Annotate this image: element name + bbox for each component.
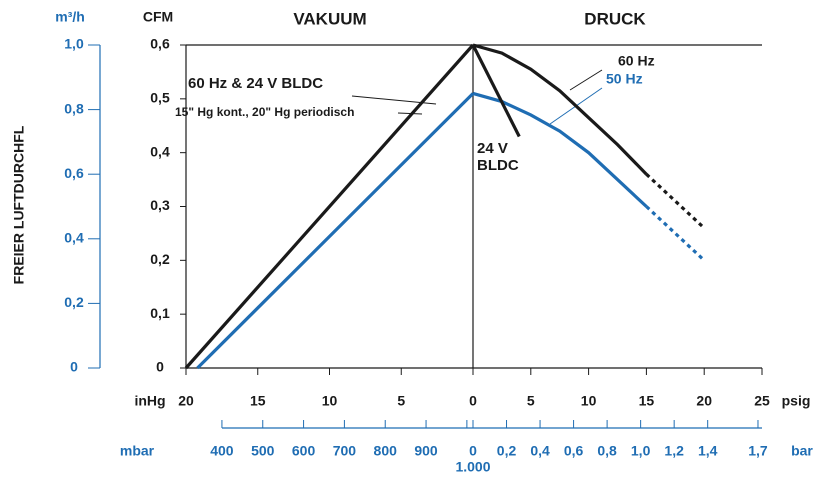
x-tick-label: 0,4 xyxy=(530,443,550,459)
x-tick-label: 1,4 xyxy=(698,443,718,459)
series-line xyxy=(196,92,475,370)
series-label: 24 V BLDC xyxy=(477,140,519,174)
vacuum-title: VAKUUM xyxy=(293,9,366,28)
y2-unit: m³/h xyxy=(55,9,85,25)
y2-tick-label: 0,4 xyxy=(64,230,84,246)
y-unit: CFM xyxy=(143,9,173,25)
x-mbar-unit: mbar xyxy=(120,443,155,459)
x-tick-label: 0 xyxy=(469,393,477,409)
x-tick-label: 600 xyxy=(292,443,316,459)
x-tick-label: 500 xyxy=(251,443,275,459)
y-tick-label: 0,2 xyxy=(150,251,170,267)
x-tick-label: 20 xyxy=(696,393,712,409)
x-tick-label: 5 xyxy=(527,393,535,409)
series-label: 60 Hz xyxy=(618,53,655,69)
x-tick-label: 0,8 xyxy=(597,443,617,459)
y-axis-label: FREIER LUFTDURCHFL xyxy=(11,125,27,284)
y-tick-label: 0,1 xyxy=(150,305,170,321)
series-line xyxy=(472,43,648,176)
x-tick-label: 15 xyxy=(639,393,655,409)
x-tick-label: 10 xyxy=(581,393,597,409)
y2-tick-label: 0,6 xyxy=(64,165,84,181)
x-bar-unit: bar xyxy=(791,443,813,459)
series-label: 50 Hz xyxy=(606,71,643,87)
x-tick-label: 5 xyxy=(397,393,405,409)
y2-tick-label: 1,0 xyxy=(64,36,84,52)
leader-line xyxy=(569,69,603,91)
series-line-extrapolated xyxy=(645,205,706,262)
y-tick-label: 0,4 xyxy=(150,143,170,159)
x-tick-label: 1,0 xyxy=(631,443,651,459)
series-line xyxy=(471,44,521,138)
x-tick-label: 800 xyxy=(374,443,398,459)
y2-tick-label: 0 xyxy=(70,359,78,375)
y-tick-label: 0 xyxy=(156,359,164,375)
annotation: 60 Hz & 24 V BLDC xyxy=(188,75,323,92)
pressure-title: DRUCK xyxy=(584,9,646,28)
x-tick-label: 1,2 xyxy=(664,443,684,459)
x-tick-label: 1.000 xyxy=(455,459,490,475)
x-tick-label: 0,6 xyxy=(564,443,584,459)
series-line-extrapolated xyxy=(645,173,706,230)
x-tick-label: 0,2 xyxy=(497,443,517,459)
series-line xyxy=(184,43,475,370)
y-tick-label: 0,5 xyxy=(150,90,170,106)
y2-tick-label: 0,8 xyxy=(64,100,84,116)
y-tick-label: 0,6 xyxy=(150,36,170,52)
x-tick-label: 0 xyxy=(469,443,477,459)
x-tick-label: 20 xyxy=(178,393,194,409)
x-tick-label: 15 xyxy=(250,393,266,409)
x-tick-label: 400 xyxy=(210,443,234,459)
x-vacuum-unit: inHg xyxy=(134,393,165,409)
x-tick-label: 10 xyxy=(322,393,338,409)
x-tick-label: 900 xyxy=(414,443,438,459)
y2-tick-label: 0,2 xyxy=(64,294,84,310)
x-tick-label: 25 xyxy=(754,393,770,409)
x-tick-label: 700 xyxy=(333,443,357,459)
y-tick-label: 0,3 xyxy=(150,197,170,213)
x-pressure-unit: psig xyxy=(782,393,811,409)
annotation: 15" Hg kont., 20" Hg periodisch xyxy=(175,105,354,119)
x-tick-label: 1,7 xyxy=(748,443,768,459)
